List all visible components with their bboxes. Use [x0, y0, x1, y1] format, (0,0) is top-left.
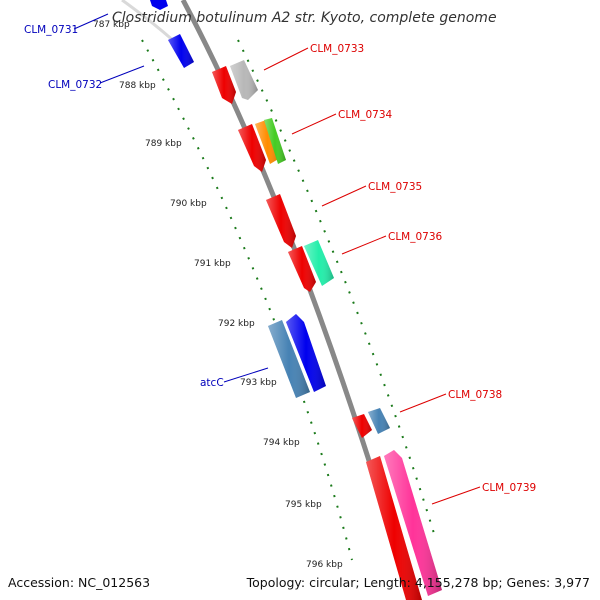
tick-label: 790 kbp [170, 199, 207, 209]
feature-red-f[interactable] [366, 456, 422, 600]
gene-label-clm-0736[interactable]: CLM_0736 [388, 231, 443, 243]
feature-green[interactable] [264, 118, 286, 164]
tick-label: 791 kbp [194, 259, 231, 269]
feature-blue-b[interactable] [286, 314, 326, 392]
leader-clm-0733 [263, 47, 309, 71]
tick-label: 793 kbp [240, 378, 277, 388]
genome-backbone [180, 0, 415, 600]
outer-track-guide [237, 39, 437, 541]
leader-clm-0732 [99, 65, 145, 84]
feature-clm-0732[interactable] [168, 34, 194, 68]
features [150, 0, 442, 600]
leader-clm-0736 [341, 235, 387, 255]
tick-label: 788 kbp [119, 81, 156, 91]
gene-label-clm-0735[interactable]: CLM_0735 [368, 181, 422, 193]
leader-clm-0738 [399, 393, 447, 413]
label-leaders [73, 13, 481, 505]
map-title: Clostridium botulinum A2 str. Kyoto, com… [112, 10, 497, 26]
gene-label-clm-0732[interactable]: CLM_0732 [48, 79, 102, 91]
gene-label-clm-0733[interactable]: CLM_0733 [310, 43, 364, 55]
feature-teal[interactable] [304, 240, 334, 286]
upper-backbone-fade [121, 0, 176, 44]
feature-red-d[interactable] [288, 246, 316, 292]
tick-label: 794 kbp [263, 438, 300, 448]
leader-clm-0735 [321, 185, 367, 207]
leader-atcC [223, 367, 269, 383]
feature-blue-top[interactable] [150, 0, 168, 10]
leader-clm-0739 [431, 486, 481, 505]
gene-label-atcC[interactable]: atcC [200, 377, 224, 389]
feature-pink[interactable] [384, 450, 442, 596]
tick-label: 795 kbp [285, 500, 322, 510]
tick-labels: 787 kbp 788 kbp 789 kbp 790 kbp 791 kbp … [93, 20, 343, 570]
leader-clm-0734 [291, 113, 337, 135]
feature-red-e[interactable] [352, 414, 372, 438]
leader-clm-0731 [73, 13, 109, 30]
gene-label-clm-0738[interactable]: CLM_0738 [448, 389, 502, 401]
gene-label-clm-0731[interactable]: CLM_0731 [24, 24, 78, 36]
gene-label-clm-0739[interactable]: CLM_0739 [482, 482, 536, 494]
tick-label: 792 kbp [218, 319, 255, 329]
feature-red-c[interactable] [266, 194, 296, 248]
tick-label: 789 kbp [145, 139, 182, 149]
genome-summary-text: Topology: circular; Length: 4,155,278 bp… [246, 575, 590, 590]
accession-text: Accession: NC_012563 [8, 575, 150, 590]
feature-orange[interactable] [255, 120, 280, 164]
feature-steelblue-b[interactable] [368, 408, 390, 434]
feature-grey[interactable] [230, 60, 258, 100]
tick-label: 796 kbp [306, 560, 343, 570]
inner-track-guide [141, 39, 353, 561]
feature-red-a[interactable] [212, 66, 236, 104]
gene-label-clm-0734[interactable]: CLM_0734 [338, 109, 393, 121]
gene-labels: CLM_0731 CLM_0732 CLM_0733 CLM_0734 CLM_… [24, 24, 536, 494]
feature-steelblue-a[interactable] [268, 320, 310, 398]
tick-label: 787 kbp [93, 20, 130, 30]
feature-red-b[interactable] [238, 124, 266, 172]
